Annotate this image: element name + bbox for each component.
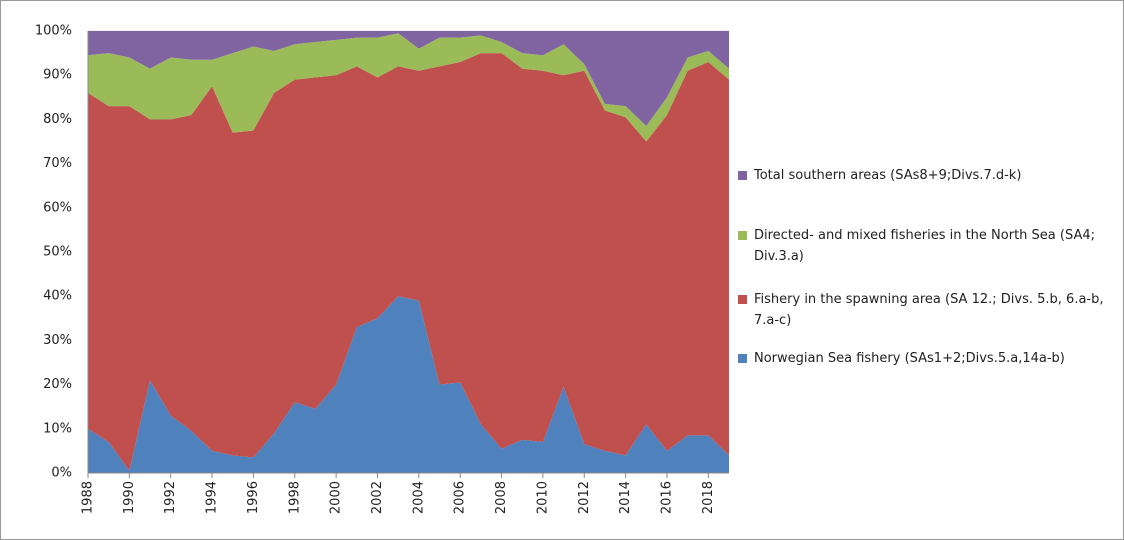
x-tick-label: 2006 [453,481,468,514]
x-tick-label: 2018 [701,481,716,514]
y-tick-label: 20% [43,377,72,392]
y-tick-label: 0% [51,466,72,481]
x-tick-label: 2016 [659,481,674,514]
y-tick-label: 10% [43,421,72,436]
x-tick-label: 2010 [535,481,550,514]
legend-swatch [738,295,747,304]
y-tick-label: 30% [43,333,72,348]
legend-entry: Directed- and mixed fisheries in the Nor… [738,225,1108,267]
x-tick-label: 1990 [122,481,137,514]
legend-swatch [738,231,747,240]
x-tick-label: 1992 [163,481,178,514]
y-tick-label: 70% [43,156,72,171]
y-tick-label: 90% [43,68,72,83]
y-tick-label: 80% [43,112,72,127]
y-tick-label: 100% [35,24,72,39]
area [88,53,729,471]
legend-swatch [738,354,747,363]
legend-entry: Total southern areas (SAs8+9;Divs.7.d-k) [738,165,1108,186]
y-tick-label: 60% [43,200,72,215]
area [88,33,729,142]
x-tick-label: 2000 [329,481,344,514]
area [88,296,729,473]
y-tick-label: 40% [43,289,72,304]
legend-entry: Fishery in the spawning area (SA 12.; Di… [738,289,1108,331]
legend-entry: Norwegian Sea fishery (SAs1+2;Divs.5.a,1… [738,348,1108,369]
x-tick-label: 2008 [494,481,509,514]
x-tick-label: 2004 [411,481,426,514]
x-tick-label: 2012 [577,481,592,514]
x-tick-label: 2014 [618,481,633,514]
area [88,31,729,127]
legend-label: Total southern areas (SAs8+9;Divs.7.d-k) [754,168,1022,183]
x-tick-label: 1998 [287,481,302,514]
legend-label: Fishery in the spawning area (SA 12.; Di… [754,292,1104,328]
y-tick-label: 50% [43,245,72,260]
legend-swatch [738,171,747,180]
x-tick-label: 2002 [370,481,385,514]
legend-label: Directed- and mixed fisheries in the Nor… [754,228,1095,264]
x-tick-label: 1988 [81,481,96,514]
x-tick-label: 1996 [246,481,261,514]
x-tick-label: 1994 [205,481,220,514]
legend-label: Norwegian Sea fishery (SAs1+2;Divs.5.a,1… [754,351,1065,366]
